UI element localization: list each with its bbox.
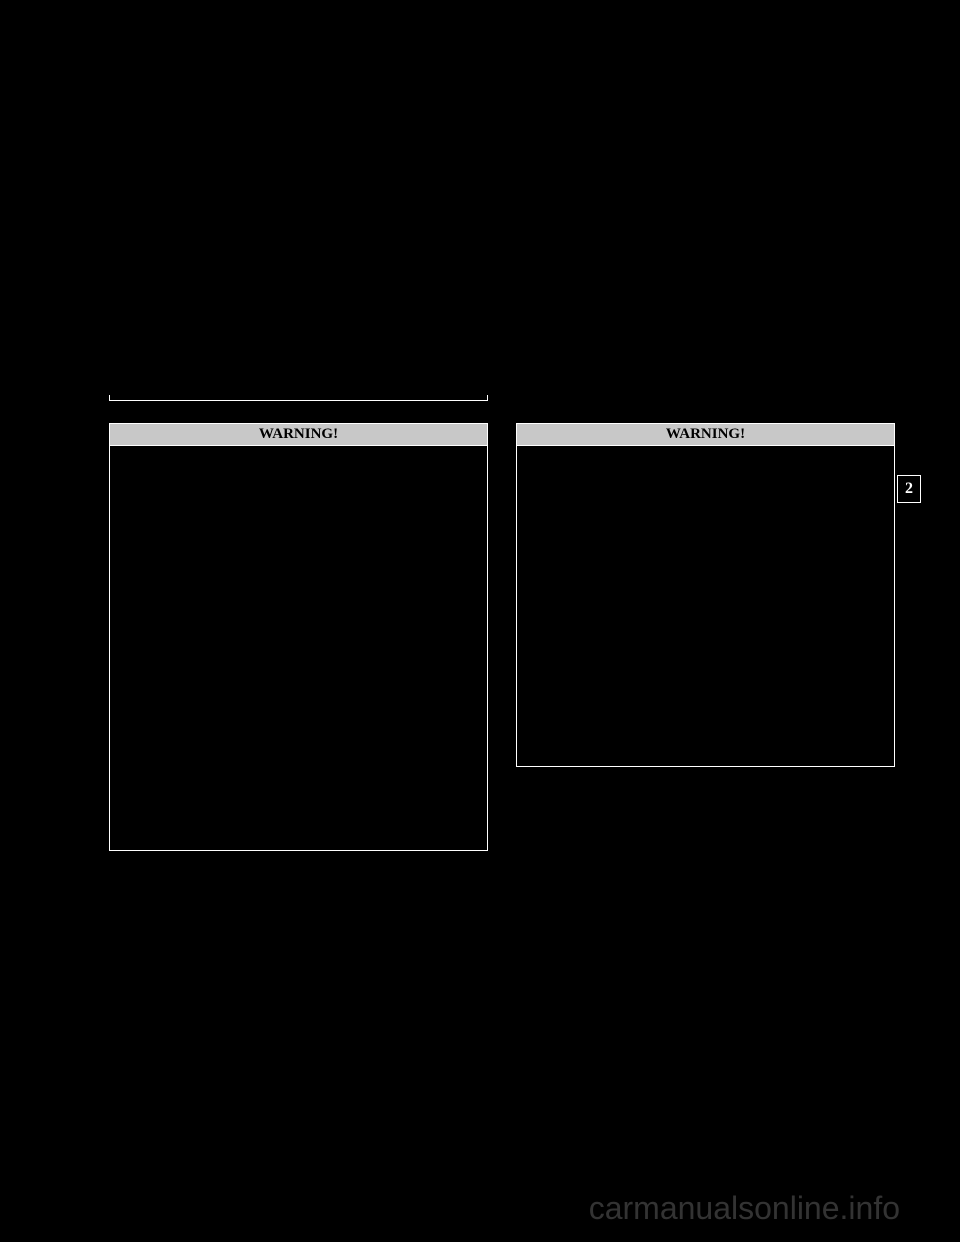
warning-body-left xyxy=(110,446,487,466)
page-container: WARNING! WARNING! 2 carmanualsonline.inf… xyxy=(0,0,960,1242)
top-border-segment xyxy=(109,395,488,401)
warning-box-left: WARNING! xyxy=(109,423,488,851)
section-tab: 2 xyxy=(897,475,921,503)
warning-body-right xyxy=(517,446,894,466)
warning-header-right: WARNING! xyxy=(517,424,894,446)
warning-box-right: WARNING! xyxy=(516,423,895,767)
warning-header-left: WARNING! xyxy=(110,424,487,446)
watermark-text: carmanualsonline.info xyxy=(589,1190,900,1227)
